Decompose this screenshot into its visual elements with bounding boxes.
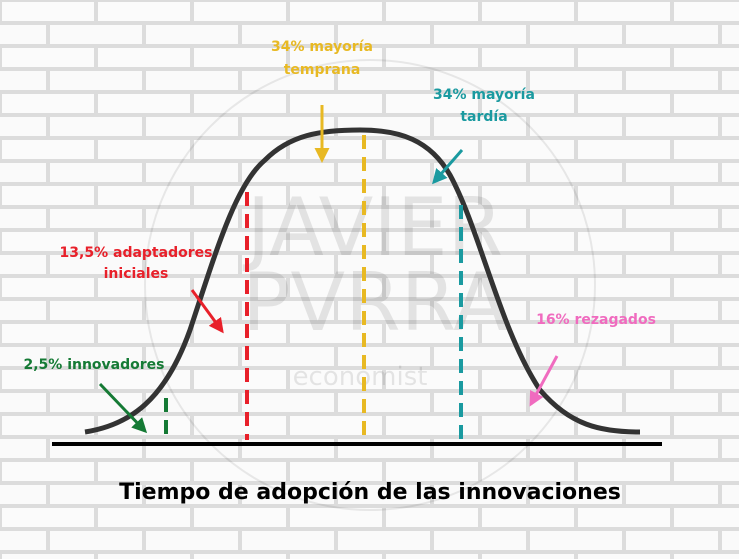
segment-label: 34% mayoría <box>433 87 535 103</box>
segment-label: iniciales <box>104 266 169 282</box>
watermark-text: economist <box>293 362 428 392</box>
watermark-circle <box>144 59 596 511</box>
segment-label: 16% rezagados <box>536 312 656 328</box>
adoption-curve <box>84 127 641 435</box>
arrow <box>529 355 559 407</box>
segment-label: 34% mayoría <box>271 39 373 55</box>
arrows <box>98 105 559 434</box>
segment-label: 13,5% adaptadores <box>60 245 213 261</box>
dividers <box>164 135 463 446</box>
segment-label: 2,5% innovadores <box>24 357 165 373</box>
segment-label: temprana <box>284 62 361 78</box>
title: Tiempo de adopción de las innovaciones <box>119 480 621 505</box>
arrow <box>432 149 464 185</box>
watermark-text: PVRRA <box>242 256 508 349</box>
segment-label: tardía <box>460 109 507 125</box>
arrow <box>190 289 224 334</box>
arrow <box>98 382 148 434</box>
